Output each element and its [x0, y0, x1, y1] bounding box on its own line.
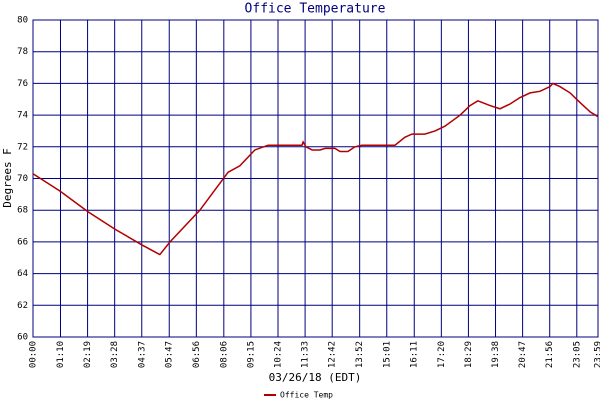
x-tick-label: 16:11	[410, 341, 420, 368]
chart-title: Office Temperature	[245, 2, 386, 17]
x-tick-label: 21:56	[545, 341, 555, 368]
y-tick-label: 64	[17, 269, 28, 279]
x-tick-label: 18:29	[464, 341, 474, 368]
data-line	[32, 82, 599, 256]
x-tick-label: 23:05	[572, 341, 582, 368]
y-tick-label: 60	[17, 333, 28, 343]
y-tick-label: 70	[17, 174, 28, 184]
x-tick-label: 06:56	[192, 341, 202, 368]
x-tick-label: 08:06	[219, 341, 229, 368]
x-tick-label: 09:15	[246, 341, 256, 368]
x-tick-label: 15:01	[382, 341, 392, 368]
x-tick-label: 11:33	[301, 341, 311, 368]
y-tick-label: 72	[17, 142, 28, 152]
y-tick-label: 80	[17, 16, 28, 26]
x-tick-label: 00:00	[29, 341, 39, 368]
x-tick-label: 20:47	[518, 341, 528, 368]
x-tick-label: 10:24	[274, 341, 284, 368]
x-axis-title: 03/26/18 (EDT)	[269, 371, 362, 384]
y-tick-label: 66	[17, 237, 28, 247]
y-tick-label: 74	[17, 111, 28, 121]
x-tick-label: 23:59	[594, 341, 600, 368]
x-tick-label: 12:42	[328, 341, 338, 368]
y-tick-label: 62	[17, 301, 28, 311]
x-tick-label: 03:28	[110, 341, 120, 368]
x-tick-label: 01:10	[56, 341, 66, 368]
x-tick-label: 19:38	[491, 341, 501, 368]
y-tick-label: 78	[17, 47, 28, 57]
legend-label: Office Temp	[280, 391, 333, 400]
x-tick-label: 13:52	[355, 341, 365, 368]
x-tick-label: 02:19	[83, 341, 93, 368]
x-tick-label: 17:20	[437, 341, 447, 368]
x-tick-label: 04:37	[137, 341, 147, 368]
x-tick-label: 05:47	[165, 341, 175, 368]
y-tick-label: 68	[17, 206, 28, 216]
y-axis-title: Degrees F	[1, 148, 14, 208]
y-tick-label: 76	[17, 79, 28, 89]
